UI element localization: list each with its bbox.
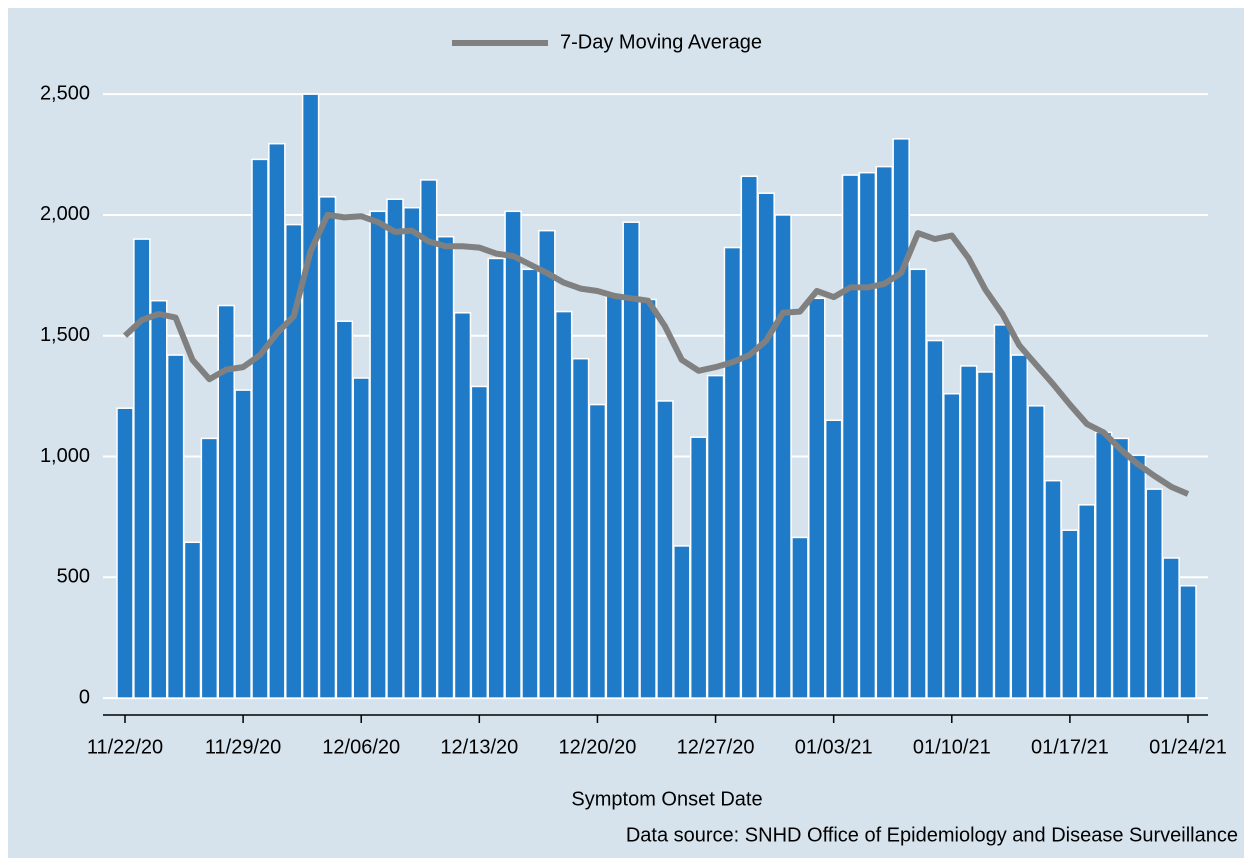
bar (1111, 437, 1130, 699)
bar (217, 304, 235, 699)
x-tick-label: 01/03/21 (795, 736, 873, 758)
bar (571, 357, 590, 699)
legend-label: 7-Day Moving Average (560, 31, 762, 53)
bar (1078, 504, 1096, 699)
x-tick-label: 11/22/20 (87, 736, 163, 758)
bar (689, 436, 708, 699)
bar (841, 174, 860, 699)
bar (335, 320, 354, 699)
bar (1061, 529, 1079, 699)
bar (824, 419, 843, 699)
bar (403, 206, 421, 699)
x-tick-label: 12/20/20 (559, 736, 637, 758)
bar (200, 437, 219, 699)
y-tick-label: 1,000 (40, 445, 90, 467)
bar (1162, 557, 1180, 699)
bar (369, 210, 387, 699)
bar (268, 142, 286, 699)
bar (284, 223, 303, 699)
bar (386, 198, 404, 699)
bar (976, 371, 995, 699)
bar (1027, 405, 1045, 699)
bar (521, 268, 539, 699)
bar (757, 192, 775, 699)
bar (538, 229, 556, 699)
bar (875, 165, 894, 699)
x-tick-label: 01/17/21 (1031, 736, 1109, 758)
x-tick-label: 12/27/20 (677, 736, 755, 758)
bar (554, 310, 573, 699)
x-tick-label: 12/13/20 (440, 736, 518, 758)
bar (588, 403, 607, 699)
bar (639, 298, 657, 699)
bar (1145, 488, 1164, 699)
moving-average-line (122, 211, 1190, 497)
bar (791, 536, 809, 699)
bar (959, 365, 978, 699)
bar (943, 392, 961, 699)
bar (706, 374, 725, 699)
bar (436, 235, 455, 699)
y-tick-label: 2,500 (40, 82, 90, 104)
y-tick-label: 0 (79, 686, 90, 708)
bar (166, 354, 185, 699)
bar (133, 238, 151, 699)
bar (1128, 454, 1147, 699)
bar (858, 171, 877, 699)
bar (234, 389, 252, 699)
x-tick-label: 12/06/20 (322, 736, 400, 758)
bar (622, 221, 640, 699)
bar (149, 299, 168, 699)
bar (808, 297, 826, 699)
bar (1044, 479, 1062, 699)
bar (740, 175, 759, 699)
bar (909, 268, 927, 699)
bar (318, 196, 337, 699)
bar (419, 179, 438, 699)
y-tick-label: 500 (57, 566, 90, 588)
y-tick-label: 2,000 (40, 203, 90, 225)
bar (656, 400, 674, 699)
x-tick-label: 01/10/21 (913, 736, 991, 758)
bar (301, 93, 320, 699)
y-tick-label: 1,500 (40, 324, 90, 346)
bar (892, 138, 910, 699)
bar (1094, 431, 1113, 699)
bar (673, 545, 691, 699)
source-note: Data source: SNHD Office of Epidemiology… (626, 824, 1238, 846)
bar (993, 324, 1012, 699)
x-axis-label: Symptom Onset Date (571, 788, 762, 810)
bar (251, 158, 269, 699)
bar (487, 257, 505, 699)
x-tick-label: 11/29/20 (205, 736, 281, 758)
bar (1010, 354, 1029, 699)
bar (453, 312, 472, 699)
bar (926, 339, 944, 699)
bar (352, 377, 370, 699)
bar (470, 385, 489, 699)
x-tick-label: 01/24/21 (1149, 736, 1227, 758)
bar (183, 541, 202, 699)
bar (116, 407, 134, 699)
bar (774, 214, 792, 699)
bar (605, 295, 624, 699)
bar (1179, 585, 1197, 699)
bar (723, 246, 742, 699)
bar (504, 210, 522, 699)
